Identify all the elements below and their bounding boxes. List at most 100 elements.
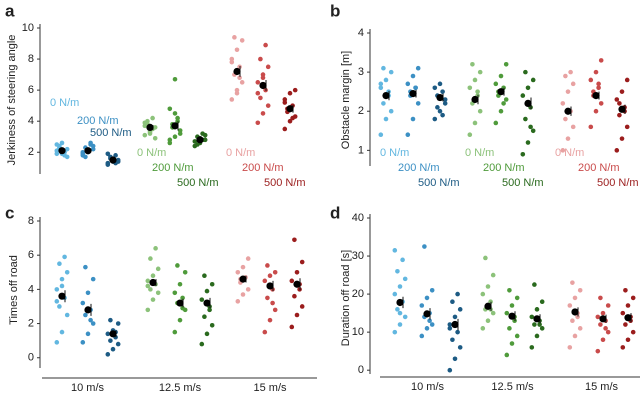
y-tick-label: 0: [28, 352, 34, 364]
data-point: [457, 345, 463, 350]
data-point: [620, 345, 626, 350]
data-point: [292, 293, 297, 299]
x-category-label: 10 m/s: [411, 381, 445, 393]
data-point: [88, 317, 93, 323]
data-point: [289, 324, 295, 330]
data-point: [523, 116, 528, 122]
data-point: [455, 329, 460, 335]
group-label: 0 N/m: [465, 147, 494, 159]
data-point: [90, 143, 96, 149]
data-point: [614, 148, 620, 153]
data-point: [54, 299, 60, 304]
data-point: [177, 317, 183, 323]
data-point: [153, 246, 158, 251]
group-label: 500 N/m: [264, 177, 306, 189]
data-point: [294, 269, 300, 275]
y-axis-label: Jerkiness of steering angle: [6, 35, 18, 166]
data-point: [142, 132, 148, 138]
data-point: [563, 116, 568, 122]
data-point: [54, 287, 60, 292]
data-point: [605, 329, 611, 335]
data-point: [402, 314, 408, 320]
data-point: [85, 290, 91, 296]
group-label: 0 N/m: [226, 147, 255, 159]
data-point: [255, 80, 261, 85]
data-point: [520, 93, 526, 98]
data-point: [204, 288, 210, 294]
data-point: [265, 263, 270, 268]
data-point: [477, 108, 483, 114]
mean-marker: [592, 91, 600, 100]
group-label: 0 N/m: [50, 97, 79, 109]
data-point: [595, 348, 601, 354]
group-label: 200 N/m: [398, 162, 440, 174]
data-point: [260, 111, 266, 116]
data-point: [603, 326, 608, 331]
data-point: [172, 290, 178, 296]
mean-marker: [533, 315, 541, 323]
data-point: [447, 326, 453, 331]
data-point: [397, 322, 403, 327]
mean-marker: [266, 282, 274, 290]
data-point: [234, 47, 240, 53]
mean-marker: [624, 314, 632, 322]
data-point: [529, 345, 535, 350]
data-point: [202, 273, 207, 278]
y-tick-label: 10: [352, 326, 364, 338]
data-point: [480, 326, 486, 331]
data-point: [424, 295, 430, 301]
data-point: [595, 314, 601, 320]
data-point: [54, 142, 60, 147]
panel-label: c: [5, 203, 14, 222]
data-point: [237, 75, 242, 81]
mean-marker: [524, 99, 532, 108]
group-label: 500 N/m: [502, 177, 544, 189]
data-point: [299, 259, 305, 265]
data-point: [229, 97, 235, 102]
data-point: [235, 269, 241, 275]
data-point: [467, 85, 473, 91]
data-point: [475, 89, 480, 94]
data-point: [490, 272, 496, 278]
data-point: [209, 322, 215, 328]
data-point: [570, 280, 575, 285]
data-point: [532, 282, 537, 287]
data-point: [83, 154, 88, 160]
data-point: [282, 100, 288, 105]
y-tick-label: 20: [352, 288, 364, 300]
data-point: [287, 118, 293, 124]
data-point: [605, 303, 611, 308]
panel-label: b: [330, 1, 340, 20]
mean-marker: [84, 306, 92, 314]
data-point: [145, 118, 150, 124]
data-point: [255, 120, 261, 126]
data-point: [64, 269, 70, 275]
mean-marker: [484, 302, 492, 310]
data-point: [202, 132, 208, 138]
data-point: [262, 278, 268, 284]
data-point: [504, 310, 510, 316]
data-point: [180, 295, 185, 301]
data-point: [537, 322, 542, 327]
data-point: [265, 64, 271, 70]
data-point: [80, 300, 86, 306]
y-tick-label: 6: [28, 84, 34, 96]
data-point: [182, 269, 188, 275]
data-point: [600, 337, 606, 343]
data-point: [570, 318, 575, 324]
data-point: [142, 123, 148, 129]
data-point: [560, 148, 566, 153]
data-point: [199, 341, 205, 347]
x-category-label: 15 m/s: [585, 381, 619, 393]
y-tick-label: 2: [28, 146, 34, 158]
y-tick-label: 6: [28, 249, 34, 261]
data-point: [570, 81, 576, 87]
data-point: [568, 69, 573, 75]
data-point: [572, 333, 578, 339]
data-point: [520, 151, 526, 157]
data-point: [202, 314, 207, 320]
mean-marker: [239, 275, 247, 283]
mean-marker: [423, 310, 431, 318]
data-point: [57, 304, 62, 309]
data-point: [381, 65, 386, 71]
